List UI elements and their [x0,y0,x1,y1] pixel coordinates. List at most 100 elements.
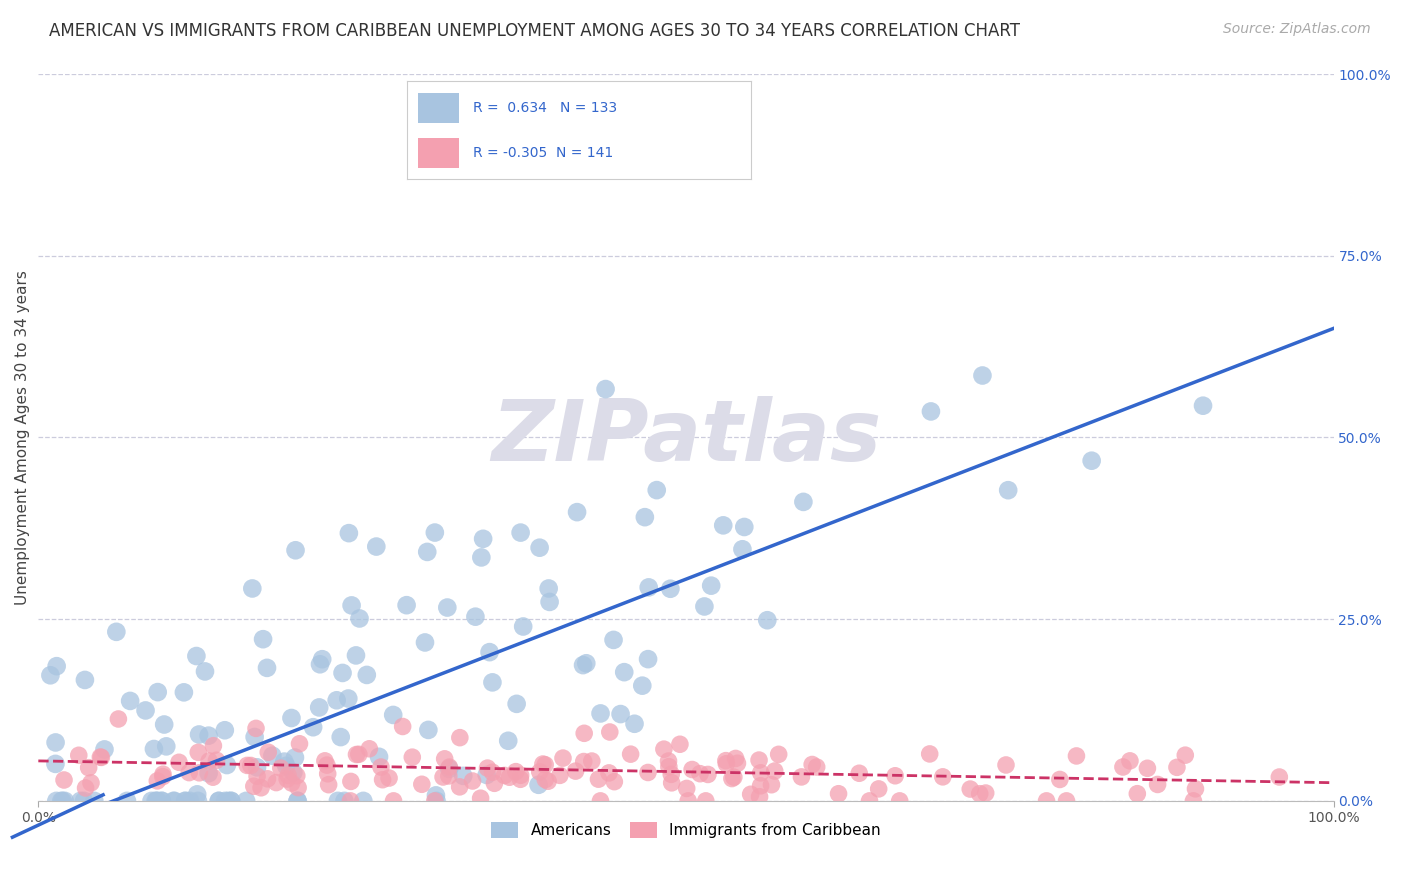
Point [1066,748,1088,763]
Point [512,619,534,633]
Point [145,794,167,808]
Point [413,635,436,649]
Point [283,765,305,780]
Point [329,730,352,744]
Point [318,778,340,792]
Point [105,624,128,639]
Point [276,772,298,786]
Point [461,774,484,789]
Point [1112,760,1135,774]
Point [219,794,242,808]
Point [339,794,361,808]
Point [1049,772,1071,787]
Point [150,794,173,808]
Point [669,737,692,751]
Point [631,679,654,693]
Point [572,755,595,769]
Point [208,794,231,808]
Point [675,781,697,796]
Point [695,794,717,808]
Point [509,525,531,540]
Legend: Americans, Immigrants from Caribbean: Americans, Immigrants from Caribbean [485,816,887,844]
Point [115,794,138,808]
Point [256,661,278,675]
Point [197,766,219,780]
Point [217,794,239,808]
Point [534,757,557,772]
Point [316,758,339,772]
Point [214,794,236,808]
Point [974,786,997,800]
Point [239,758,262,772]
Point [484,776,506,790]
Point [340,599,363,613]
Point [509,768,531,782]
Point [90,750,112,764]
Point [162,794,184,808]
Point [280,711,302,725]
Point [150,794,173,808]
Point [733,520,755,534]
Point [868,781,890,796]
Point [792,495,814,509]
Point [498,770,520,784]
Point [53,794,76,808]
Point [198,754,221,768]
Point [395,598,418,612]
Text: AMERICAN VS IMMIGRANTS FROM CARIBBEAN UNEMPLOYMENT AMONG AGES 30 TO 34 YEARS COR: AMERICAN VS IMMIGRANTS FROM CARIBBEAN UN… [49,22,1021,40]
Point [449,780,471,794]
Point [146,773,169,788]
Point [245,722,267,736]
Point [724,751,747,765]
Point [449,731,471,745]
Point [77,761,100,775]
Point [637,765,659,780]
Point [496,733,519,747]
Point [534,772,557,787]
Point [858,794,880,808]
Point [287,794,309,808]
Point [366,540,388,554]
Point [284,750,307,764]
Point [477,761,499,775]
Point [634,510,657,524]
Point [603,774,626,789]
Point [436,600,458,615]
Point [972,368,994,383]
Point [537,774,560,789]
Point [1184,781,1206,796]
Point [1166,760,1188,774]
Point [481,765,503,780]
Point [287,780,309,795]
Point [439,760,461,774]
Point [270,761,292,775]
Point [959,782,981,797]
Point [44,756,66,771]
Point [174,794,197,808]
Point [208,794,231,808]
Point [277,768,299,782]
Point [418,723,440,737]
Point [425,794,447,808]
Point [179,794,201,808]
Point [309,657,332,672]
Point [595,382,617,396]
Point [411,777,433,791]
Point [264,775,287,789]
Point [451,769,474,783]
Point [359,741,381,756]
Point [287,794,309,808]
Point [246,760,269,774]
Point [152,767,174,781]
Point [89,750,111,764]
Point [349,611,371,625]
Point [564,764,586,778]
Point [273,755,295,769]
Point [740,787,762,801]
Point [153,717,176,731]
Point [120,694,142,708]
Point [1080,453,1102,467]
Point [347,747,370,762]
Point [75,780,97,795]
Point [250,780,273,795]
